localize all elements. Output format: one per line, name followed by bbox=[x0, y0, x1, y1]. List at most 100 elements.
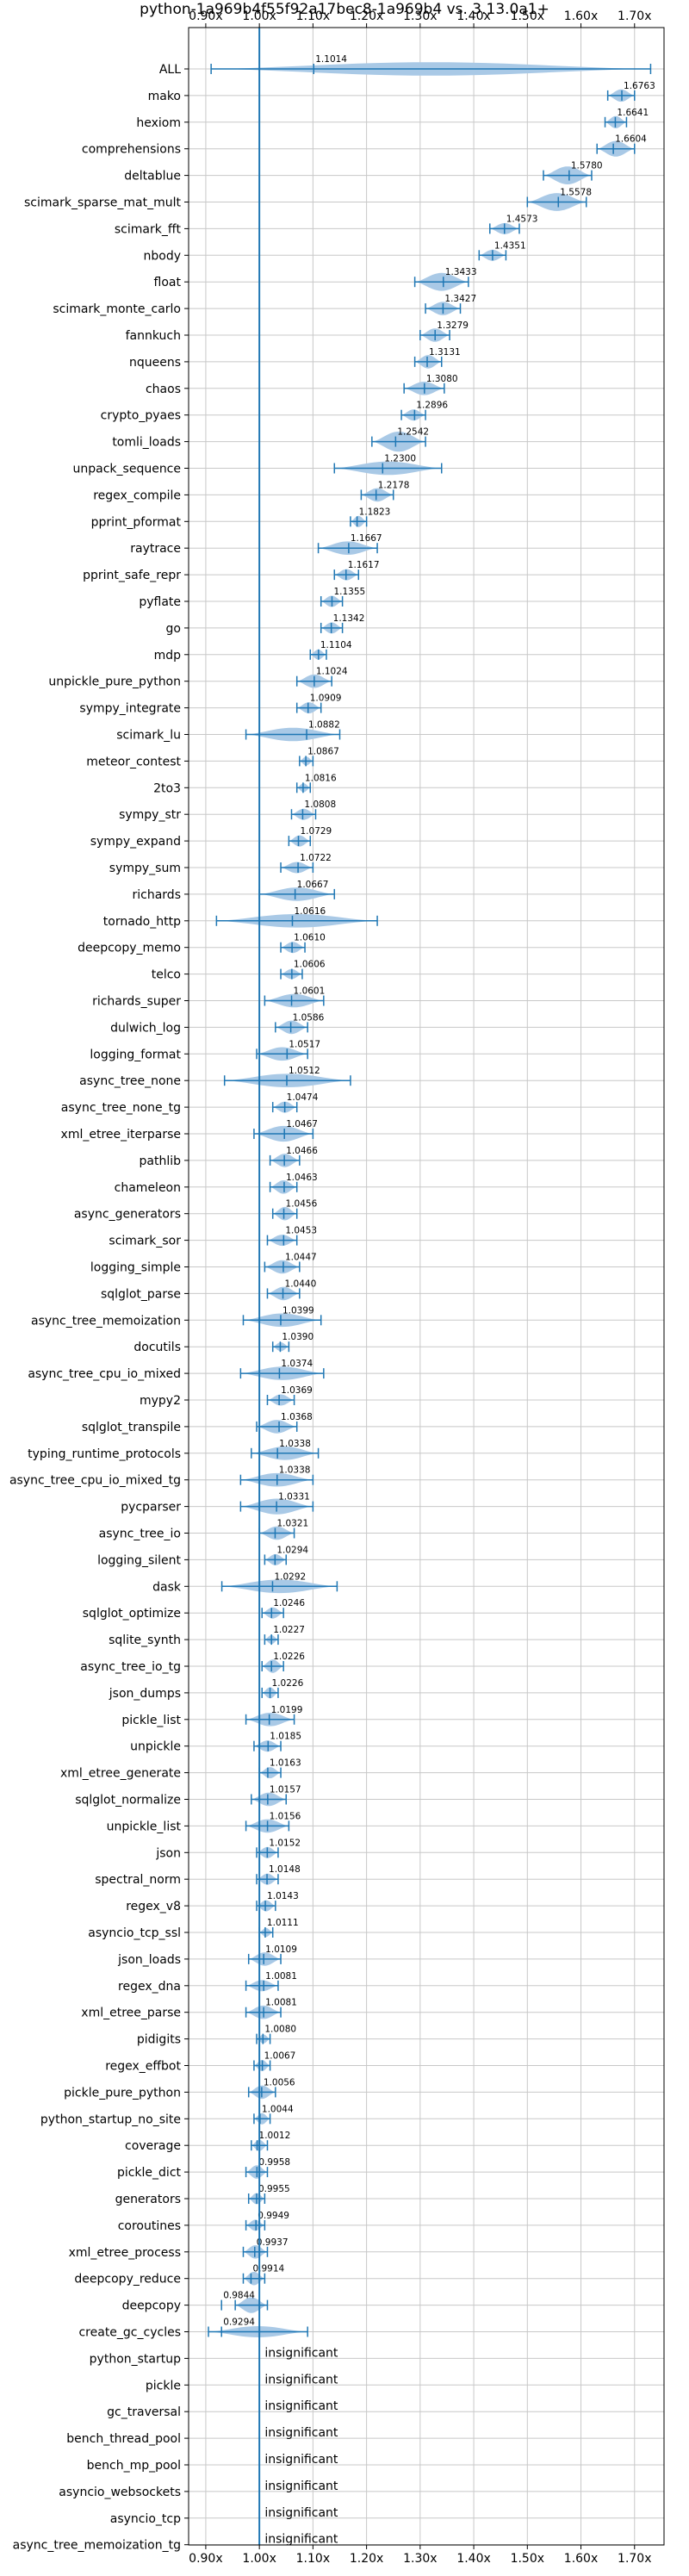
benchmark-label: richards_super bbox=[92, 995, 181, 1009]
data-label: 1.0246 bbox=[273, 1598, 305, 1608]
data-label: 1.3279 bbox=[437, 320, 469, 331]
benchmark-label: sqlglot_transpile bbox=[82, 1421, 181, 1434]
data-label: 0.9294 bbox=[223, 2318, 255, 2328]
benchmark-label: create_gc_cycles bbox=[78, 2326, 181, 2340]
data-label: 1.0227 bbox=[273, 1625, 305, 1635]
benchmark-label: sqlite_synth bbox=[109, 1633, 181, 1647]
benchmark-label: python_startup bbox=[90, 2352, 181, 2366]
benchmark-label: xml_etree_iterparse bbox=[61, 1128, 181, 1142]
benchmark-label: dulwich_log bbox=[110, 1021, 181, 1035]
data-label: 1.4573 bbox=[506, 214, 538, 224]
benchmark-label: unpickle_pure_python bbox=[48, 675, 181, 689]
data-label: 1.6641 bbox=[617, 108, 649, 118]
benchmark-label: asyncio_tcp_ssl bbox=[88, 1926, 181, 1940]
insignificant-label: insignificant bbox=[264, 2506, 338, 2520]
data-label: 1.1342 bbox=[333, 613, 365, 624]
benchmark-label: regex_v8 bbox=[126, 1900, 181, 1913]
benchmark-label: chameleon bbox=[115, 1181, 181, 1195]
x-tick-label: 1.00x bbox=[242, 2552, 276, 2566]
data-label: 1.1823 bbox=[359, 507, 391, 517]
benchmark-label: bench_thread_pool bbox=[66, 2432, 181, 2446]
data-label: 1.0467 bbox=[286, 1119, 318, 1129]
benchmark-label: xml_etree_process bbox=[69, 2246, 181, 2260]
data-label: 1.0512 bbox=[289, 1066, 320, 1076]
data-label: 0.9958 bbox=[258, 2157, 290, 2168]
benchmark-label: async_generators bbox=[74, 1208, 181, 1222]
benchmark-label: async_tree_io bbox=[99, 1528, 181, 1541]
data-label: 0.9844 bbox=[223, 2291, 255, 2301]
benchmark-label: sympy_str bbox=[119, 808, 181, 822]
x-tick-label: 1.20x bbox=[350, 2552, 383, 2566]
benchmark-label: logging_silent bbox=[97, 1553, 181, 1567]
data-label: 1.3131 bbox=[429, 347, 461, 358]
grid-lines bbox=[189, 28, 664, 2546]
benchmark-label: regex_dna bbox=[118, 1980, 181, 1994]
data-label: 1.2300 bbox=[384, 454, 416, 464]
benchmark-label: unpickle bbox=[130, 1740, 181, 1754]
benchmark-label: async_tree_none bbox=[79, 1074, 181, 1088]
benchmark-label: async_tree_io_tg bbox=[80, 1660, 181, 1674]
x-tick-label: 1.60x bbox=[564, 9, 598, 23]
data-label: 1.0867 bbox=[307, 746, 339, 756]
benchmark-label: docutils bbox=[133, 1341, 181, 1354]
data-label: 1.0616 bbox=[294, 906, 326, 917]
benchmark-label: pycparser bbox=[121, 1501, 181, 1515]
benchmark-label: xml_etree_generate bbox=[60, 1767, 181, 1781]
x-tick-label: 1.50x bbox=[511, 2552, 544, 2566]
benchmark-label: deltablue bbox=[124, 170, 181, 184]
data-label: 1.1617 bbox=[348, 560, 380, 570]
benchmark-label: async_tree_memoization bbox=[31, 1314, 181, 1328]
benchmark-label: telco bbox=[152, 968, 181, 982]
x-tick-label: 1.40x bbox=[456, 9, 490, 23]
benchmark-label: async_tree_cpu_io_mixed_tg bbox=[9, 1474, 181, 1488]
benchmark-label: xml_etree_parse bbox=[81, 2007, 181, 2020]
benchmark-label: gc_traversal bbox=[107, 2405, 181, 2419]
benchmark-label: unpack_sequence bbox=[73, 463, 181, 476]
x-tick-label: 1.20x bbox=[350, 9, 383, 23]
data-label: 1.0156 bbox=[270, 1811, 301, 1821]
data-label: 1.2178 bbox=[378, 480, 410, 490]
data-label: 1.0109 bbox=[265, 1944, 297, 1955]
data-label: 1.0517 bbox=[289, 1039, 320, 1049]
benchmark-label: sympy_expand bbox=[90, 835, 181, 849]
benchmark-label: comprehensions bbox=[82, 143, 181, 157]
x-ticks-bottom: 0.90x 1.00x 1.10x 1.20x 1.30x 1.40x 1.50x 1.60x… bbox=[189, 2545, 652, 2566]
benchmark-label: ALL bbox=[159, 63, 181, 77]
data-label: 0.9955 bbox=[258, 2184, 290, 2194]
x-tick-label: 1.70x bbox=[618, 2552, 651, 2566]
benchmark-label: scimark_sor bbox=[109, 1235, 181, 1248]
data-label: 1.0466 bbox=[286, 1146, 318, 1156]
data-label: 1.0374 bbox=[281, 1359, 313, 1369]
data-label: 1.0226 bbox=[273, 1652, 305, 1662]
x-tick-label: 1.30x bbox=[403, 9, 437, 23]
benchmark-label: scimark_fft bbox=[115, 222, 182, 236]
data-label: 1.0163 bbox=[270, 1758, 301, 1769]
benchmark-label: float bbox=[154, 276, 182, 289]
data-label: 1.0081 bbox=[265, 1998, 297, 2008]
insignificant-label: insignificant bbox=[264, 2426, 338, 2440]
benchmark-label: coroutines bbox=[118, 2219, 181, 2233]
insignificant-label: insignificant bbox=[264, 2399, 338, 2413]
benchmark-label: pickle_list bbox=[121, 1714, 181, 1727]
data-label: 1.0081 bbox=[265, 1971, 297, 1982]
benchmark-label: regex_compile bbox=[93, 488, 181, 502]
data-label: 1.0368 bbox=[281, 1412, 313, 1422]
benchmark-label: async_tree_memoization_tg bbox=[13, 2539, 181, 2553]
data-label: 0.9914 bbox=[252, 2264, 284, 2274]
data-label: 1.5780 bbox=[571, 161, 603, 171]
data-label: 1.0808 bbox=[304, 800, 336, 810]
benchmark-label: tomli_loads bbox=[112, 436, 181, 450]
insignificant-label: insignificant bbox=[264, 2480, 338, 2493]
benchmark-label: nqueens bbox=[129, 356, 181, 370]
benchmark-label: richards bbox=[133, 888, 182, 902]
data-label: 1.3080 bbox=[426, 374, 458, 384]
benchmark-label: crypto_pyaes bbox=[101, 409, 181, 423]
data-label: 1.0321 bbox=[276, 1519, 308, 1529]
data-label: 1.0056 bbox=[264, 2077, 295, 2088]
benchmark-label: python_startup_no_site bbox=[40, 2112, 181, 2126]
x-tick-label: 1.50x bbox=[511, 9, 544, 23]
benchmark-label: chaos bbox=[146, 383, 181, 396]
benchmark-label: bench_mp_pool bbox=[87, 2459, 181, 2473]
data-label: 1.0294 bbox=[276, 1545, 308, 1555]
